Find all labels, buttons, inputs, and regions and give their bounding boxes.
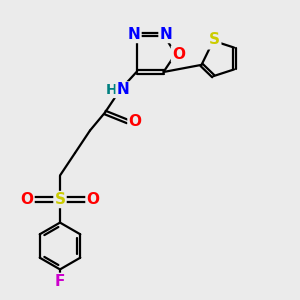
- Text: O: O: [86, 192, 100, 207]
- Text: O: O: [172, 46, 185, 62]
- Text: H: H: [106, 83, 117, 97]
- Text: N: N: [128, 27, 140, 42]
- Text: S: S: [55, 192, 65, 207]
- Text: O: O: [128, 114, 142, 129]
- Text: S: S: [209, 32, 220, 47]
- Text: N: N: [160, 27, 172, 42]
- Text: S: S: [208, 33, 219, 48]
- Text: N: N: [117, 82, 129, 98]
- Text: F: F: [55, 274, 65, 289]
- Text: O: O: [20, 192, 34, 207]
